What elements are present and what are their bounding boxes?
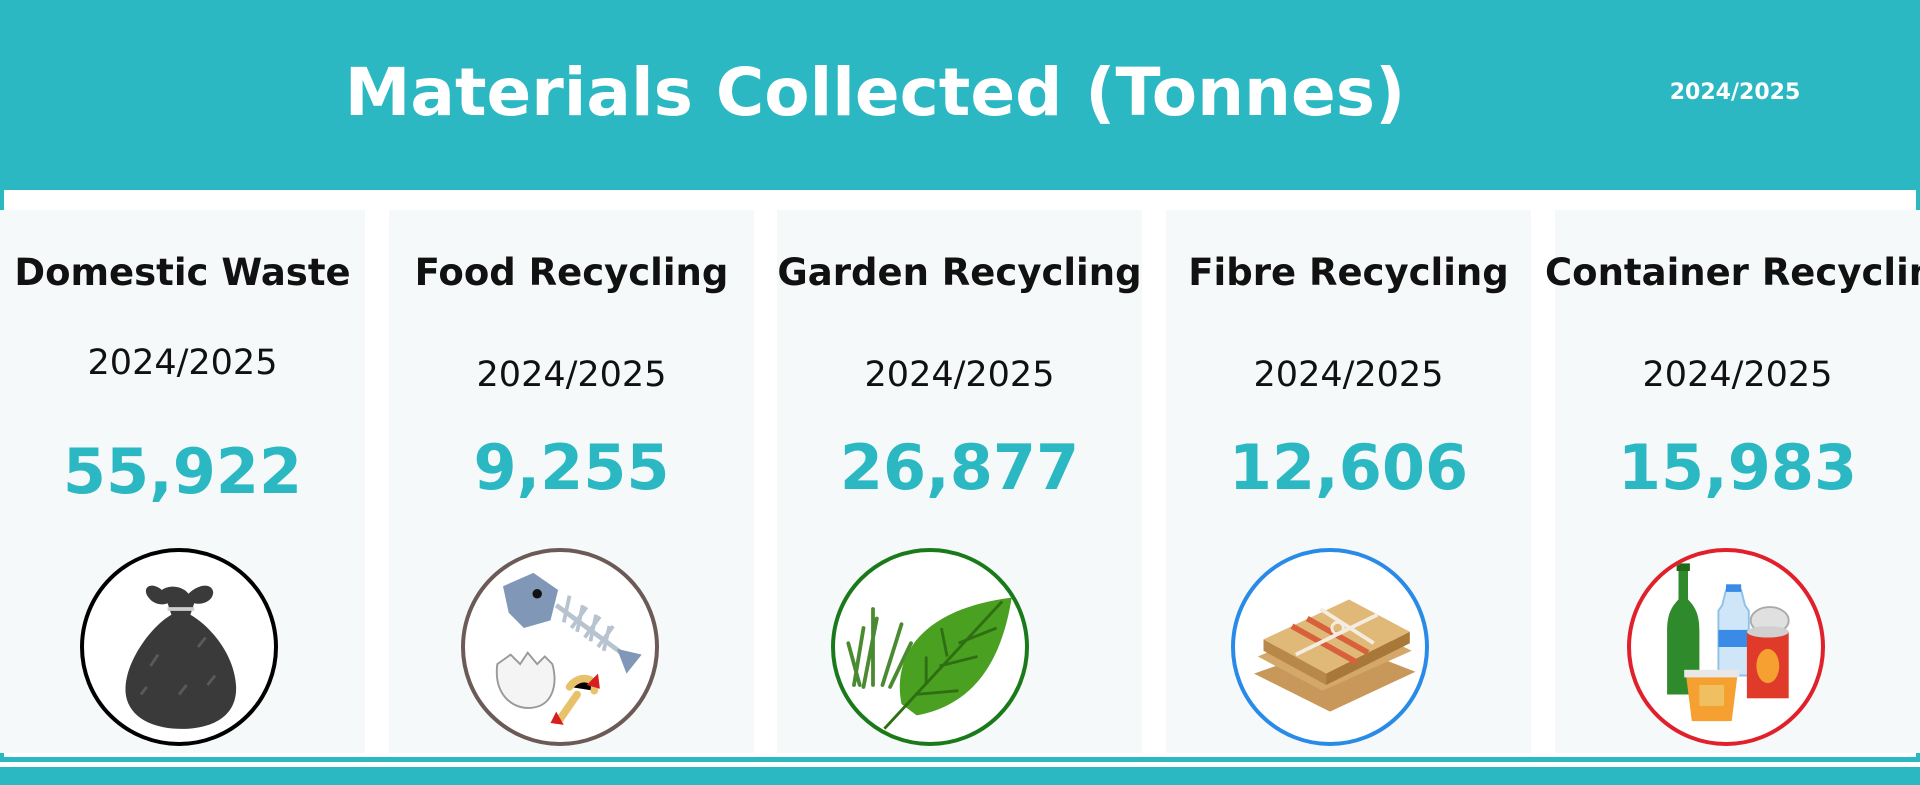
leaf-grass-icon (831, 548, 1029, 746)
header-period: 2024/2025 (1669, 80, 1801, 105)
card-title: Food Recycling (414, 251, 729, 294)
card-year: 2024/2025 (476, 355, 667, 395)
card-title: Fibre Recycling (1188, 251, 1509, 294)
footer-bar (0, 767, 1920, 785)
food-scraps-icon (461, 548, 659, 746)
card-value: 55,922 (62, 435, 303, 508)
card-title: Container Recycling (1545, 251, 1920, 294)
header-banner: Materials Collected (Tonnes) 2024/2025 (0, 0, 1920, 190)
card-food-recycling: Food Recycling 2024/2025 9,255 (389, 210, 754, 753)
footer-line (0, 757, 1920, 762)
card-year: 2024/2025 (87, 343, 278, 383)
cardboard-bundle-icon (1231, 548, 1429, 746)
page-title: Materials Collected (Tonnes) (344, 54, 1406, 131)
card-garden-recycling: Garden Recycling 2024/2025 26,877 (777, 210, 1142, 753)
card-value: 26,877 (839, 431, 1080, 504)
card-fibre-recycling: Fibre Recycling 2024/2025 12,606 (1166, 210, 1531, 753)
card-container-recycling: Container Recycling 2024/2025 15,983 (1545, 210, 1920, 753)
waste-bag-icon (80, 548, 278, 746)
card-year: 2024/2025 (1642, 355, 1833, 395)
card-title: Garden Recycling (777, 251, 1142, 294)
card-value: 9,255 (473, 431, 670, 504)
card-year: 2024/2025 (864, 355, 1055, 395)
card-year: 2024/2025 (1253, 355, 1444, 395)
bottles-cans-icon (1627, 548, 1825, 746)
card-value: 12,606 (1228, 431, 1469, 504)
card-domestic-waste: Domestic Waste 2024/2025 55,922 (0, 210, 365, 753)
card-title: Domestic Waste (14, 251, 351, 294)
card-value: 15,983 (1617, 431, 1858, 504)
